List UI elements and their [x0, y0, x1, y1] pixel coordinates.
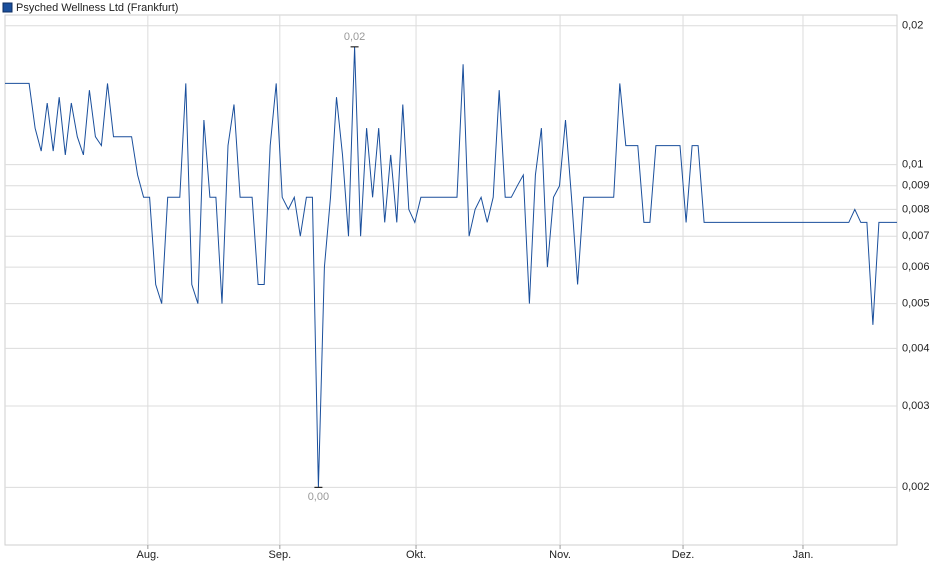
- chart-title: Psyched Wellness Ltd (Frankfurt): [16, 2, 178, 14]
- price-line: [5, 46, 897, 488]
- y-tick-label: 0,009: [902, 180, 930, 192]
- plot-area: [4, 14, 898, 546]
- x-tick-label: Okt.: [406, 549, 426, 561]
- max-label: 0,02: [344, 31, 365, 43]
- y-tick-label: 0,01: [902, 159, 923, 171]
- y-tick-label: 0,006: [902, 261, 930, 273]
- x-tick-label: Dez.: [672, 549, 695, 561]
- min-label: 0,00: [308, 491, 329, 503]
- y-tick-label: 0,02: [902, 20, 923, 32]
- x-tick-label: Jan.: [793, 549, 814, 561]
- y-tick-label: 0,002: [902, 481, 930, 493]
- x-tick-label: Nov.: [549, 549, 571, 561]
- y-tick-label: 0,008: [902, 203, 930, 215]
- y-tick-label: 0,003: [902, 400, 930, 412]
- x-tick-label: Sep.: [269, 549, 292, 561]
- y-tick-label: 0,007: [902, 230, 930, 242]
- legend-swatch: [2, 2, 13, 13]
- y-tick-label: 0,004: [902, 342, 930, 354]
- x-tick-label: Aug.: [137, 549, 160, 561]
- y-tick-label: 0,005: [902, 298, 930, 310]
